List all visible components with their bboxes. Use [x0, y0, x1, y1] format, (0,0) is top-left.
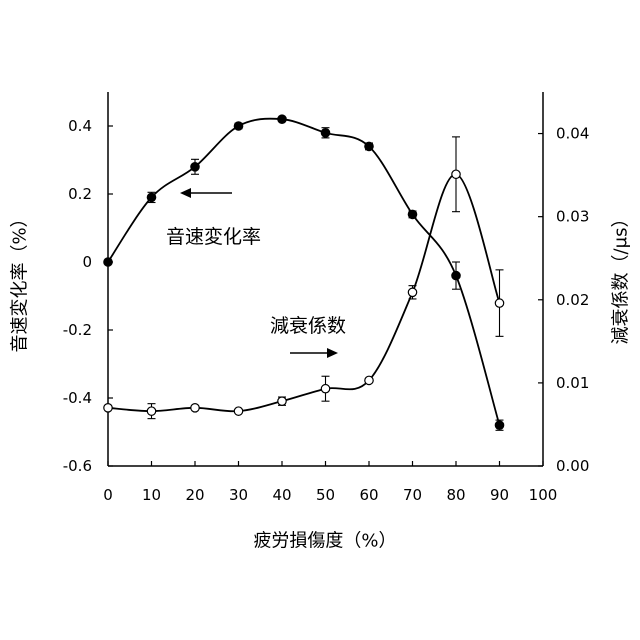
- x-tick-label: 50: [316, 486, 335, 504]
- left-y-tick-label: -0.2: [63, 321, 92, 339]
- right-y-tick-label: 0.00: [556, 457, 589, 475]
- x-tick-label: 30: [229, 486, 248, 504]
- attenuation-point: [234, 407, 242, 415]
- arrow-left-icon: [180, 188, 191, 198]
- x-tick-label: 80: [446, 486, 465, 504]
- x-tick-label: 60: [359, 486, 378, 504]
- attenuation-point: [365, 376, 373, 384]
- attenuation-point: [408, 288, 416, 296]
- right-axis-title: 減衰係数（/μs）: [611, 210, 632, 345]
- axes: 0 10 20 30 40 50 60 70 80 90 100 0.4 0.2 0 -0.2 -0.4 -0.…: [63, 92, 590, 504]
- right-y-tick-label: 0.04: [556, 125, 589, 143]
- right-y-tick-label: 0.03: [556, 208, 589, 226]
- sound-speed-point: [147, 193, 155, 201]
- error-bar-layer: [148, 117, 504, 430]
- sound-speed-point: [365, 142, 373, 150]
- annotation-label: 減衰係数: [270, 315, 346, 337]
- attenuation-point: [495, 299, 503, 307]
- left-y-tick-label: 0.4: [68, 117, 92, 135]
- left-y-tick-label: -0.6: [63, 457, 92, 475]
- sound-speed-point: [321, 129, 329, 137]
- annotation-layer: 音速変化率減衰係数: [166, 188, 346, 358]
- sound-speed-point: [452, 271, 460, 279]
- sound-speed-point: [104, 258, 112, 266]
- x-tick-label: 100: [529, 486, 558, 504]
- x-axis-title: 疲労損傷度（%）: [253, 531, 396, 552]
- attenuation-point: [452, 170, 460, 178]
- sound-speed-point: [495, 421, 503, 429]
- x-tick-label: 70: [403, 486, 422, 504]
- x-tick-label: 0: [103, 486, 113, 504]
- sound-speed-point: [234, 122, 242, 130]
- attenuation-point: [147, 407, 155, 415]
- left-y-tick-label: 0.2: [68, 185, 92, 203]
- sound-speed-point: [278, 115, 286, 123]
- left-y-tick-label: 0: [82, 253, 92, 271]
- curve-layer: [108, 119, 500, 426]
- attenuation-point: [104, 404, 112, 412]
- attenuation-point: [278, 397, 286, 405]
- left-axis-title: 音速変化率（%）: [10, 209, 31, 352]
- left-y-tick-label: -0.4: [63, 389, 92, 407]
- x-tick-label: 90: [490, 486, 509, 504]
- attenuation-point: [321, 385, 329, 393]
- arrow-right-icon: [327, 348, 338, 358]
- attenuation-point: [191, 404, 199, 412]
- right-y-tick-label: 0.01: [556, 374, 589, 392]
- right-y-tick-label: 0.02: [556, 291, 589, 309]
- attenuation-curve: [108, 174, 500, 411]
- sound-speed-point: [191, 163, 199, 171]
- sound-speed-curve: [108, 119, 500, 426]
- annotation-label: 音速変化率: [166, 226, 261, 248]
- x-tick-label: 40: [272, 486, 291, 504]
- marker-layer: [104, 115, 504, 429]
- x-tick-label: 20: [185, 486, 204, 504]
- sound-speed-point: [408, 210, 416, 218]
- x-tick-label: 10: [142, 486, 161, 504]
